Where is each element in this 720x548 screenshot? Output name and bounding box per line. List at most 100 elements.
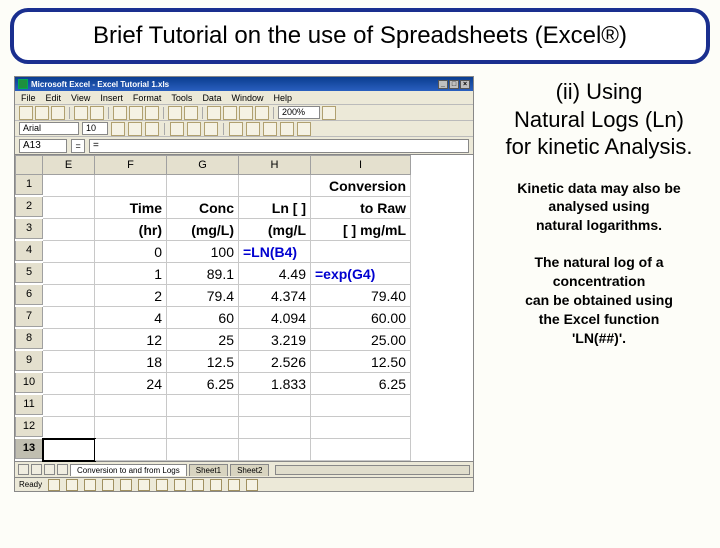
menu-window[interactable]: Window: [231, 93, 263, 103]
row-header[interactable]: 13: [15, 439, 43, 459]
cell[interactable]: (mg/L: [239, 219, 311, 241]
font-size-select[interactable]: 10: [82, 122, 108, 135]
fill-icon[interactable]: [192, 479, 204, 491]
cell[interactable]: 60.00: [311, 307, 411, 329]
menu-help[interactable]: Help: [273, 93, 292, 103]
col-header-i[interactable]: I: [311, 155, 411, 175]
undo-icon[interactable]: [168, 106, 182, 120]
cell[interactable]: [95, 439, 167, 461]
arrow-icon[interactable]: [102, 479, 114, 491]
sort-desc-icon[interactable]: [239, 106, 253, 120]
new-icon[interactable]: [19, 106, 33, 120]
cell[interactable]: 4.094: [239, 307, 311, 329]
formula-bar[interactable]: =: [89, 139, 469, 153]
cell[interactable]: [95, 175, 167, 197]
cell[interactable]: [43, 307, 95, 329]
menu-view[interactable]: View: [71, 93, 90, 103]
tab-next-icon[interactable]: [44, 464, 55, 475]
cell[interactable]: [167, 439, 239, 461]
cell[interactable]: 89.1: [167, 263, 239, 285]
cell[interactable]: to Raw: [311, 197, 411, 219]
wordart-icon[interactable]: [174, 479, 186, 491]
fx-button[interactable]: =: [71, 139, 85, 153]
cell[interactable]: [43, 263, 95, 285]
cell[interactable]: 3.219: [239, 329, 311, 351]
bold-icon[interactable]: [111, 122, 125, 136]
shadow-icon[interactable]: [228, 479, 240, 491]
cell[interactable]: 1: [95, 263, 167, 285]
cell[interactable]: [43, 417, 95, 439]
zoom-select[interactable]: 200%: [278, 106, 320, 119]
cell[interactable]: (hr): [95, 219, 167, 241]
menu-file[interactable]: File: [21, 93, 36, 103]
borders-icon[interactable]: [263, 122, 277, 136]
cell[interactable]: 6.25: [311, 373, 411, 395]
cell[interactable]: 0: [95, 241, 167, 263]
line-color-icon[interactable]: [210, 479, 222, 491]
close-button[interactable]: ×: [460, 80, 470, 89]
cell[interactable]: [239, 175, 311, 197]
sheet-tab[interactable]: Sheet2: [230, 464, 269, 476]
cell[interactable]: [167, 175, 239, 197]
sort-asc-icon[interactable]: [223, 106, 237, 120]
cell-formula-exp[interactable]: =exp(G4): [311, 263, 411, 285]
copy-icon[interactable]: [129, 106, 143, 120]
cell[interactable]: Time: [95, 197, 167, 219]
cell[interactable]: Ln [ ]: [239, 197, 311, 219]
font-name-select[interactable]: Arial: [19, 122, 79, 135]
cell[interactable]: [43, 285, 95, 307]
row-header[interactable]: 2: [15, 197, 43, 217]
cell[interactable]: [43, 373, 95, 395]
sheet-tab[interactable]: Sheet1: [189, 464, 228, 476]
cell[interactable]: 4.374: [239, 285, 311, 307]
row-header[interactable]: 4: [15, 241, 43, 261]
cell[interactable]: 1.833: [239, 373, 311, 395]
tab-first-icon[interactable]: [18, 464, 29, 475]
tab-prev-icon[interactable]: [31, 464, 42, 475]
chart-icon[interactable]: [255, 106, 269, 120]
cell[interactable]: [43, 219, 95, 241]
row-header[interactable]: 3: [15, 219, 43, 239]
row-header[interactable]: 6: [15, 285, 43, 305]
draw-select-icon[interactable]: [48, 479, 60, 491]
cell[interactable]: [239, 417, 311, 439]
cell[interactable]: [43, 197, 95, 219]
cell[interactable]: 4: [95, 307, 167, 329]
menu-insert[interactable]: Insert: [100, 93, 123, 103]
cell[interactable]: 2: [95, 285, 167, 307]
col-header-h[interactable]: H: [239, 155, 311, 175]
cell[interactable]: [239, 439, 311, 461]
maximize-button[interactable]: □: [449, 80, 459, 89]
cell[interactable]: 18: [95, 351, 167, 373]
save-icon[interactable]: [51, 106, 65, 120]
col-header-f[interactable]: F: [95, 155, 167, 175]
percent-icon[interactable]: [246, 122, 260, 136]
preview-icon[interactable]: [90, 106, 104, 120]
cell[interactable]: [43, 329, 95, 351]
paste-icon[interactable]: [145, 106, 159, 120]
cell[interactable]: [43, 175, 95, 197]
cell[interactable]: 100: [167, 241, 239, 263]
cell[interactable]: Conc: [167, 197, 239, 219]
cell[interactable]: [239, 395, 311, 417]
redo-icon[interactable]: [184, 106, 198, 120]
cell[interactable]: 79.40: [311, 285, 411, 307]
cell[interactable]: [311, 395, 411, 417]
align-center-icon[interactable]: [187, 122, 201, 136]
cell-formula-ln[interactable]: =LN(B4): [239, 241, 311, 263]
open-icon[interactable]: [35, 106, 49, 120]
menu-edit[interactable]: Edit: [46, 93, 62, 103]
autosum-icon[interactable]: [207, 106, 221, 120]
underline-icon[interactable]: [145, 122, 159, 136]
fill-color-icon[interactable]: [280, 122, 294, 136]
font-color-icon[interactable]: [297, 122, 311, 136]
print-icon[interactable]: [74, 106, 88, 120]
col-header-e[interactable]: E: [43, 155, 95, 175]
row-header[interactable]: 7: [15, 307, 43, 327]
cell[interactable]: [43, 241, 95, 263]
col-header-g[interactable]: G: [167, 155, 239, 175]
cell[interactable]: [43, 351, 95, 373]
textbox-icon[interactable]: [156, 479, 168, 491]
menu-tools[interactable]: Tools: [171, 93, 192, 103]
horizontal-scrollbar[interactable]: [275, 465, 470, 475]
